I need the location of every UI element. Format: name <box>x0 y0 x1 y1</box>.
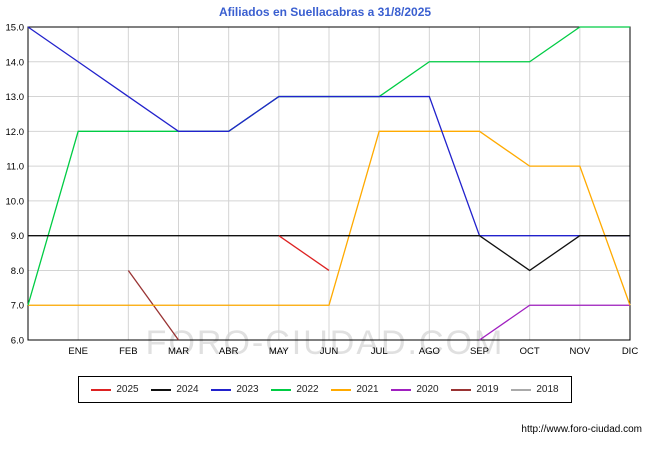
legend-swatch <box>151 388 172 391</box>
x-tick-label: ENE <box>68 346 88 357</box>
chart-title: Afiliados en Suellacabras a 31/8/2025 <box>218 5 432 19</box>
x-tick-label: MAY <box>269 346 290 357</box>
y-tick-label: 9.0 <box>11 231 24 242</box>
y-tick-label: 11.0 <box>6 162 24 173</box>
legend-swatch <box>211 388 232 391</box>
legend-swatch <box>91 388 112 391</box>
legend-label: 2024 <box>176 384 199 395</box>
y-tick-label: 13.0 <box>6 92 25 103</box>
legend-label: 2018 <box>536 384 559 395</box>
y-tick-label: 6.0 <box>11 336 24 347</box>
legend-swatch <box>271 388 292 391</box>
series-line-2021 <box>28 130 631 306</box>
x-tick-label: ABR <box>219 346 239 357</box>
legend-swatch <box>511 388 532 391</box>
legend-item-2021: 2021 <box>331 384 379 395</box>
legend-swatch <box>451 388 472 391</box>
y-tick-label: 14.0 <box>6 57 25 68</box>
legend-item-2020: 2020 <box>391 384 439 395</box>
legend: 2025 2024 2023 2022 2021 2020 2019 2018 <box>78 376 572 403</box>
series-line-2025 <box>278 235 330 271</box>
legend-item-2018: 2018 <box>511 384 559 395</box>
y-tick-label: 12.0 <box>6 127 25 138</box>
legend-swatch <box>391 388 412 391</box>
x-tick-label: MAR <box>168 346 189 357</box>
y-tick-label: 15.0 <box>6 23 25 34</box>
legend-swatch <box>331 388 352 391</box>
y-tick-label: 10.0 <box>6 196 25 207</box>
legend-item-2019: 2019 <box>451 384 499 395</box>
y-tick-label: 8.0 <box>11 266 24 277</box>
footer-url: http://www.foro-ciudad.com <box>521 424 642 435</box>
x-tick-label: AGO <box>419 346 440 357</box>
x-tick-label: NOV <box>570 346 591 357</box>
legend-label: 2020 <box>416 384 439 395</box>
legend-item-2023: 2023 <box>211 384 259 395</box>
series-line-2020 <box>479 304 630 341</box>
series-line-2024 <box>28 235 630 272</box>
legend-label: 2021 <box>356 384 379 395</box>
legend-item-2025: 2025 <box>91 384 139 395</box>
legend-item-2022: 2022 <box>271 384 319 395</box>
legend-item-2024: 2024 <box>151 384 199 395</box>
x-tick-label: OCT <box>520 346 540 357</box>
legend-label: 2019 <box>476 384 499 395</box>
series-line-2023 <box>27 26 630 237</box>
x-tick-label: JUN <box>320 346 339 357</box>
x-tick-label: FEB <box>119 346 137 357</box>
legend-label: 2023 <box>236 384 259 395</box>
y-tick-label: 7.0 <box>11 301 24 312</box>
x-tick-label: SEP <box>470 346 489 357</box>
x-tick-label: JUL <box>371 346 388 357</box>
plot-border <box>27 26 631 341</box>
legend-label: 2022 <box>296 384 319 395</box>
legend-label: 2025 <box>116 384 139 395</box>
x-tick-label: DIC <box>622 346 639 357</box>
